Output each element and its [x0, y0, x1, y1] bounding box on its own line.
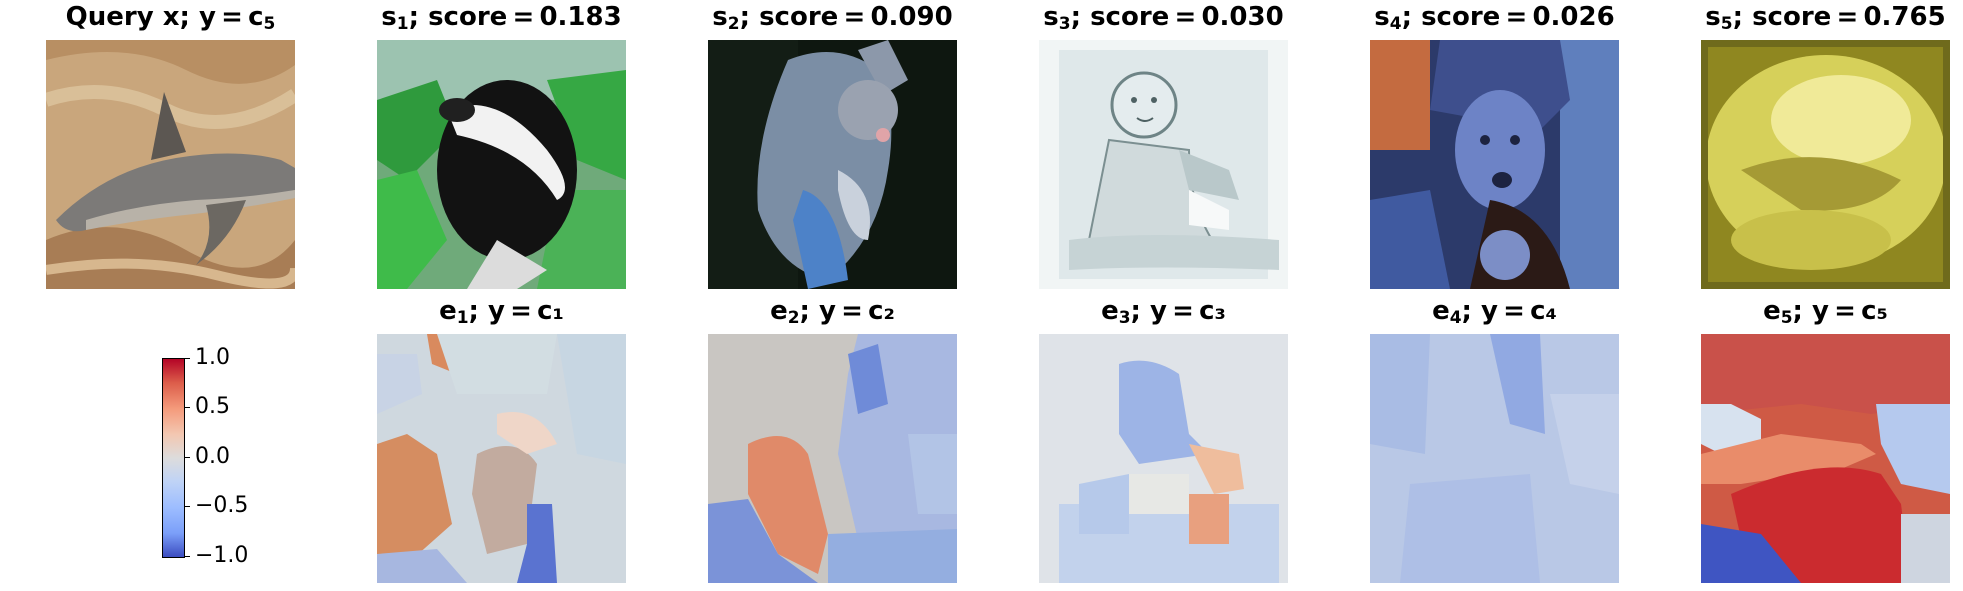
colorbar-tick	[184, 358, 190, 359]
panel-title: s3; score = 0.030	[1043, 2, 1284, 34]
panel-title: e3; y = c₃	[1101, 296, 1226, 328]
panel-title: e5; y = c₅	[1763, 296, 1888, 328]
panel-title: s1; score = 0.183	[381, 2, 622, 34]
colorbar-gradient	[162, 358, 185, 558]
colorbar-tick	[184, 457, 190, 458]
colorbar-tick-label: 0.0	[195, 444, 230, 469]
support-image-3	[1039, 40, 1288, 289]
explanation-heatmap-2	[708, 334, 957, 583]
colorbar-tick-label: 0.5	[195, 394, 230, 419]
colorbar-tick	[184, 506, 190, 507]
panel-title: s4; score = 0.026	[1374, 2, 1615, 34]
support-image-5	[1701, 40, 1950, 289]
panel-title: s2; score = 0.090	[712, 2, 953, 34]
explanation-heatmap-3	[1039, 334, 1288, 583]
colorbar-tick-label: 1.0	[195, 345, 230, 370]
colorbar-tick-label: −0.5	[195, 493, 249, 518]
panel-title: e4; y = c₄	[1432, 296, 1557, 328]
panel-title: e2; y = c₂	[770, 296, 895, 328]
support-image-2	[708, 40, 957, 289]
colorbar-tick	[184, 556, 190, 557]
panel-title: e1; y = c₁	[439, 296, 564, 328]
explanation-heatmap-4	[1370, 334, 1619, 583]
query-image	[46, 40, 295, 289]
explanation-heatmap-1	[377, 334, 626, 583]
explanation-heatmap-5	[1701, 334, 1950, 583]
support-image-4	[1370, 40, 1619, 289]
panel-title: s5; score = 0.765	[1705, 2, 1946, 34]
colorbar-tick	[184, 407, 190, 408]
colorbar-tick-label: −1.0	[195, 543, 249, 568]
support-image-1	[377, 40, 626, 289]
panel-title: Query x; y = c5	[65, 2, 276, 34]
